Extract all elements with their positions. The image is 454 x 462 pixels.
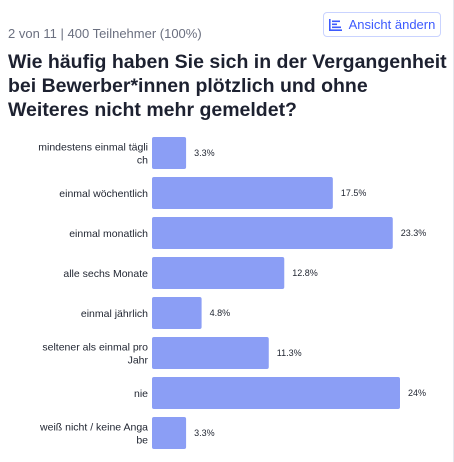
change-view-button-label: Ansicht ändern <box>348 17 436 32</box>
category-label-4: einmal jährlich <box>81 308 148 320</box>
value-label-1: 17.5% <box>341 188 367 198</box>
category-label-0: mindestens einmal tägli ch <box>38 142 148 167</box>
question-counter: 2 von 11 | 400 Teilnehmer (100%) <box>8 26 202 41</box>
value-label-2: 23.3% <box>401 228 427 238</box>
value-label-7: 3.3% <box>194 428 215 438</box>
bar-7 <box>152 417 187 449</box>
bar-chart-icon <box>328 18 342 31</box>
category-label-5: seltener als einmal pro Jahr <box>42 342 148 367</box>
category-label-2: einmal monatlich <box>69 228 148 240</box>
value-label-5: 11.3% <box>277 348 302 358</box>
value-label-3: 12.8% <box>292 268 318 278</box>
value-label-4: 4.8% <box>210 308 231 318</box>
bar-5 <box>152 337 269 369</box>
change-view-button[interactable]: Ansicht ändern <box>323 12 441 37</box>
bar-6 <box>152 377 400 409</box>
bar-0 <box>152 137 187 169</box>
bar-3 <box>152 257 285 289</box>
bar-1 <box>152 177 333 209</box>
category-label-1: einmal wöchentlich <box>59 188 148 200</box>
question-title: Wie häufig haben Sie sich in der Vergang… <box>8 51 447 121</box>
bar-4 <box>152 297 202 329</box>
category-label-6: nie <box>134 388 148 400</box>
bar-chart: 3.3% mindestens einmal tägli ch 17.5% einmal… <box>38 137 427 449</box>
value-label-6: 24% <box>408 388 426 398</box>
category-label-7: weiß nicht / keine Anga be <box>39 422 148 447</box>
category-label-3: alle sechs Monate <box>63 268 148 280</box>
value-label-0: 3.3% <box>194 148 215 158</box>
bar-2 <box>152 217 393 249</box>
